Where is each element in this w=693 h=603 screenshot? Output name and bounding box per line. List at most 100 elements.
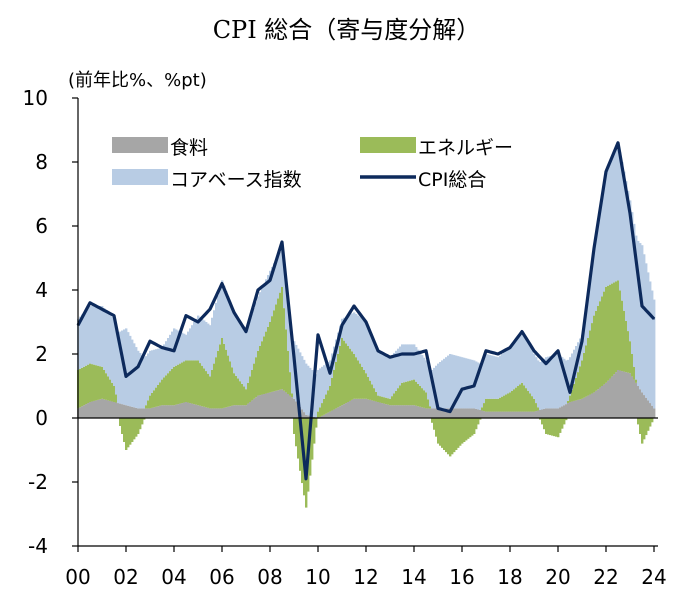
energy-bar [493, 398, 496, 412]
core-bar [105, 310, 108, 374]
core-bar [305, 363, 308, 415]
food-bar [485, 411, 488, 418]
food-bar [407, 405, 410, 418]
energy-bar [491, 398, 494, 412]
core-bar [609, 164, 612, 285]
core-bar [483, 357, 486, 404]
food-bar [409, 405, 412, 418]
energy-bar [257, 350, 260, 396]
food-bar [335, 408, 338, 418]
core-bar [237, 318, 240, 379]
food-bar [283, 390, 286, 418]
energy-bar [485, 398, 488, 412]
food-bar [615, 372, 618, 418]
core-bar [547, 356, 550, 409]
core-bar [597, 223, 600, 306]
core-bar [423, 357, 426, 391]
core-bar [485, 354, 488, 399]
food-bar [643, 395, 646, 418]
core-bar [463, 357, 466, 409]
core-bar [607, 169, 610, 286]
core-bar [555, 354, 558, 409]
core-bar [315, 374, 318, 418]
cpi-point [617, 142, 619, 144]
food-bar [501, 411, 504, 418]
energy-bar [163, 377, 166, 406]
energy-bar [157, 384, 160, 407]
energy-bar [97, 365, 100, 400]
energy-bar [435, 418, 438, 437]
food-bar [441, 408, 444, 418]
food-bar [185, 402, 188, 418]
energy-bar [511, 390, 514, 412]
food-bar [163, 405, 166, 418]
core-bar [111, 316, 114, 383]
core-bar [377, 350, 380, 396]
food-bar [535, 411, 538, 418]
cpi-point [461, 388, 463, 391]
food-bar [91, 401, 94, 418]
food-bar [411, 405, 414, 418]
food-bar [125, 405, 128, 418]
core-bar [603, 187, 606, 292]
core-bar [355, 314, 358, 358]
core-bar [513, 342, 516, 390]
food-bar [439, 408, 442, 418]
food-bar [425, 408, 428, 418]
food-bar [645, 397, 648, 418]
energy-bar [475, 418, 478, 430]
core-bar [445, 357, 448, 409]
food-bar [281, 389, 284, 418]
energy-bar [319, 407, 322, 417]
food-bar [307, 415, 310, 418]
food-bar [133, 407, 136, 418]
cpi-point [209, 308, 211, 311]
energy-bar [443, 418, 446, 450]
cpi-point [317, 334, 319, 336]
food-bar [541, 409, 544, 418]
legend-label: エネルギー [418, 137, 513, 159]
food-bar [649, 403, 652, 418]
food-bar [113, 402, 116, 418]
energy-bar [201, 365, 204, 407]
food-bar [177, 404, 180, 418]
energy-bar [231, 367, 234, 406]
core-bar [233, 312, 236, 374]
core-bar [275, 259, 278, 305]
food-bar [621, 371, 624, 418]
core-bar [511, 344, 514, 391]
food-bar [575, 400, 578, 418]
food-bar [93, 400, 96, 418]
x-tick-label: 00 [65, 565, 90, 589]
core-bar [309, 367, 312, 416]
core-bar [253, 308, 256, 364]
energy-bar [371, 384, 374, 401]
food-bar [619, 370, 622, 418]
legend-swatch [112, 169, 168, 185]
food-bar [361, 398, 364, 418]
energy-bar [379, 396, 382, 403]
core-bar [247, 325, 250, 383]
food-bar [151, 407, 154, 418]
food-bar [347, 402, 350, 418]
cpi-point [161, 346, 163, 349]
core-bar [157, 348, 160, 385]
energy-bar [249, 376, 252, 402]
cpi-point [629, 212, 631, 214]
core-bar [391, 355, 394, 397]
food-bar [199, 405, 202, 418]
energy-bar [295, 418, 298, 447]
core-bar [267, 275, 270, 327]
food-bar [443, 408, 446, 418]
energy-bar [529, 393, 532, 412]
food-bar [85, 404, 88, 418]
food-bar [239, 405, 242, 418]
food-bar [383, 403, 386, 418]
core-bar [623, 171, 626, 311]
energy-bar [187, 360, 190, 403]
core-bar [177, 330, 180, 365]
food-bar [507, 411, 510, 418]
energy-bar [593, 315, 596, 393]
